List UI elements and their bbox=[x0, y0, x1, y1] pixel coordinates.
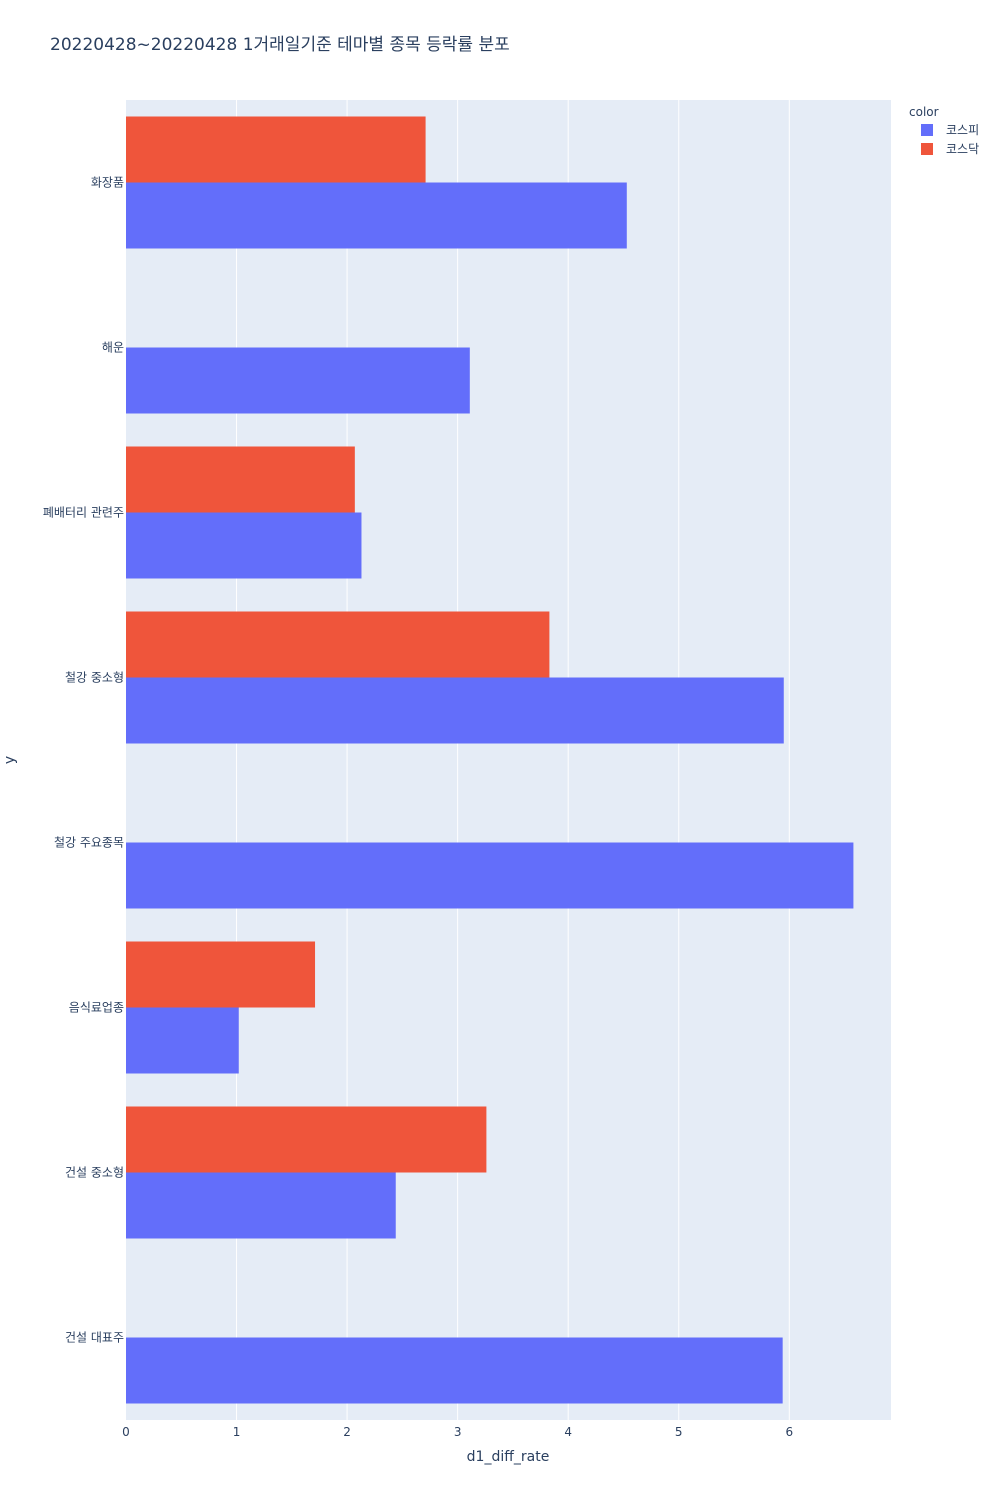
bar[interactable] bbox=[126, 512, 362, 579]
bar[interactable] bbox=[126, 347, 470, 414]
x-tick-label: 6 bbox=[785, 1425, 793, 1439]
bar[interactable] bbox=[126, 446, 355, 513]
x-tick-label: 5 bbox=[675, 1425, 683, 1439]
bar[interactable] bbox=[126, 611, 550, 678]
y-tick-label: 건설 대표주 bbox=[65, 1331, 124, 1345]
legend-label[interactable]: 코스닥 bbox=[946, 142, 979, 156]
bar[interactable] bbox=[126, 1007, 239, 1074]
x-axis-ticks: 0 1 2 3 4 5 6 bbox=[122, 1425, 793, 1439]
y-tick-label: 철강 주요종목 bbox=[54, 836, 124, 850]
y-tick-label: 철강 중소형 bbox=[65, 671, 124, 685]
chart-title: 20220428~20220428 1거래일기준 테마별 종목 등락률 분포 bbox=[50, 35, 510, 55]
y-tick-label: 건설 중소형 bbox=[65, 1166, 124, 1180]
x-tick-label: 1 bbox=[233, 1425, 241, 1439]
bar[interactable] bbox=[126, 941, 316, 1008]
bar[interactable] bbox=[126, 1172, 396, 1239]
bar[interactable] bbox=[126, 182, 627, 249]
legend-label[interactable]: 코스피 bbox=[946, 123, 979, 137]
bar[interactable] bbox=[126, 677, 784, 744]
x-tick-label: 3 bbox=[454, 1425, 462, 1439]
x-axis-title: d1_diff_rate bbox=[467, 1449, 550, 1465]
gridlines bbox=[236, 100, 790, 1420]
y-tick-label: 폐배터리 관련주 bbox=[43, 506, 124, 520]
legend-title: color bbox=[909, 105, 939, 119]
x-tick-label: 2 bbox=[343, 1425, 351, 1439]
x-tick-label: 4 bbox=[564, 1425, 572, 1439]
bar[interactable] bbox=[126, 1337, 783, 1404]
legend-swatch[interactable] bbox=[921, 124, 933, 136]
bar[interactable] bbox=[126, 842, 854, 909]
legend-swatch[interactable] bbox=[921, 143, 933, 155]
bar[interactable] bbox=[126, 116, 426, 183]
y-tick-label: 해운 bbox=[102, 341, 124, 355]
bars[interactable] bbox=[126, 116, 854, 1404]
x-tick-label: 0 bbox=[122, 1425, 130, 1439]
y-tick-label: 화장품 bbox=[91, 176, 124, 190]
y-axis-title: y bbox=[2, 756, 18, 764]
bar[interactable] bbox=[126, 1106, 487, 1173]
y-tick-label: 음식료업종 bbox=[69, 1001, 124, 1015]
